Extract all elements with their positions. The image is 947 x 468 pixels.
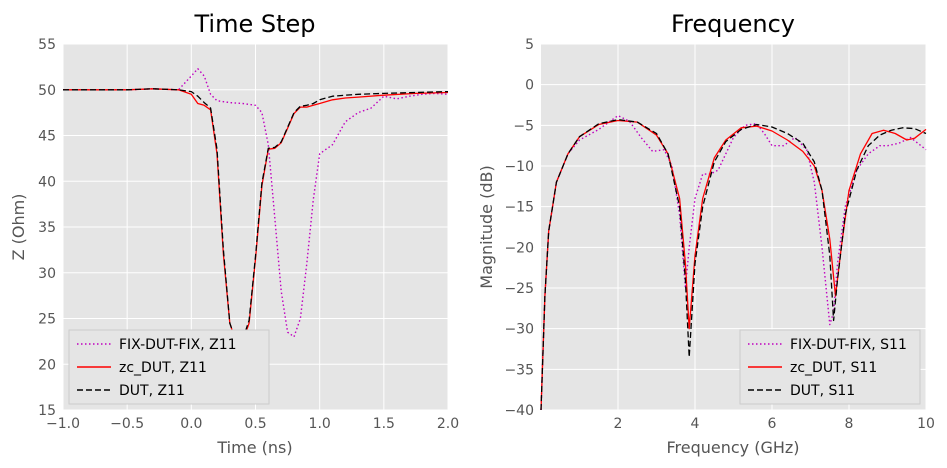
y-tick-label: −10	[504, 159, 534, 175]
frequency-axes: Frequency 2 4 6 8 10 −40 −35 −30 −25 −20 −15 −10 −5…	[477, 10, 935, 457]
x-tick-label: 8	[845, 416, 854, 432]
y-tick-label: 40	[38, 174, 56, 190]
series-lines	[540, 114, 927, 411]
y-tick-label: −35	[504, 362, 534, 378]
x-tick-label: −0.5	[110, 416, 144, 432]
time-step-axes: Time Step −1.0 −0.5 0.0 0.5 1.0 1.5 2.0 15 20 25…	[9, 10, 459, 457]
x-tick-label: 2	[614, 416, 623, 432]
y-tick-labels: −40 −35 −30 −25 −20 −15 −10 −5 0 5	[504, 37, 534, 419]
x-tick-label: 0.0	[180, 416, 202, 432]
y-tick-label: −30	[504, 322, 534, 338]
x-tick-label: 6	[768, 416, 777, 432]
series-line-2	[63, 88, 449, 343]
y-tick-label: −15	[504, 200, 534, 216]
x-tick-label: 2.0	[437, 416, 459, 432]
grid-lines	[541, 43, 927, 411]
legend: FIX-DUT-FIX, S11 zc_DUT, S11 DUT, S11	[739, 329, 921, 405]
x-tick-labels: 2 4 6 8 10	[614, 416, 935, 432]
x-axis-label: Time (ns)	[216, 438, 292, 457]
y-axis-label: Magnitude (dB)	[477, 165, 496, 288]
y-tick-label: 30	[38, 266, 56, 282]
legend-label: zc_DUT, Z11	[119, 360, 207, 376]
legend-label: FIX-DUT-FIX, S11	[790, 337, 907, 353]
y-tick-label: −5	[513, 118, 534, 134]
y-tick-labels: 15 20 25 30 35 40 45 50 55	[38, 37, 56, 419]
x-tick-label: 0.5	[244, 416, 266, 432]
x-tick-labels: −1.0 −0.5 0.0 0.5 1.0 1.5 2.0	[46, 416, 459, 432]
chart-title: Time Step	[193, 10, 315, 38]
legend-label: FIX-DUT-FIX, Z11	[119, 337, 237, 353]
legend-label: DUT, S11	[790, 383, 855, 399]
y-tick-label: 45	[38, 129, 56, 145]
y-tick-label: −25	[504, 281, 534, 297]
series-lines	[63, 67, 449, 344]
x-tick-label: −1.0	[46, 416, 80, 432]
x-axis-label: Frequency (GHz)	[666, 438, 799, 457]
y-tick-label: 55	[38, 37, 56, 53]
y-tick-label: 15	[38, 403, 56, 419]
y-tick-label: −20	[504, 240, 534, 256]
y-tick-label: 20	[38, 357, 56, 373]
legend-label: zc_DUT, S11	[790, 360, 877, 376]
y-tick-label: 5	[525, 37, 534, 53]
y-tick-label: 25	[38, 312, 56, 328]
y-tick-label: 0	[525, 78, 534, 94]
x-tick-label: 1.5	[373, 416, 395, 432]
x-tick-label: 4	[691, 416, 700, 432]
legend: FIX-DUT-FIX, Z11 zc_DUT, Z11 DUT, Z11	[68, 329, 270, 405]
y-tick-label: 35	[38, 220, 56, 236]
series-line-2	[540, 118, 927, 411]
y-tick-label: 50	[38, 83, 56, 99]
legend-label: DUT, Z11	[119, 383, 185, 399]
x-tick-label: 10	[917, 416, 935, 432]
y-tick-label: −40	[504, 403, 534, 419]
y-axis-label: Z (Ohm)	[9, 194, 28, 261]
series-line-0	[540, 114, 927, 411]
chart-title: Frequency	[671, 10, 795, 38]
x-tick-label: 1.0	[309, 416, 331, 432]
